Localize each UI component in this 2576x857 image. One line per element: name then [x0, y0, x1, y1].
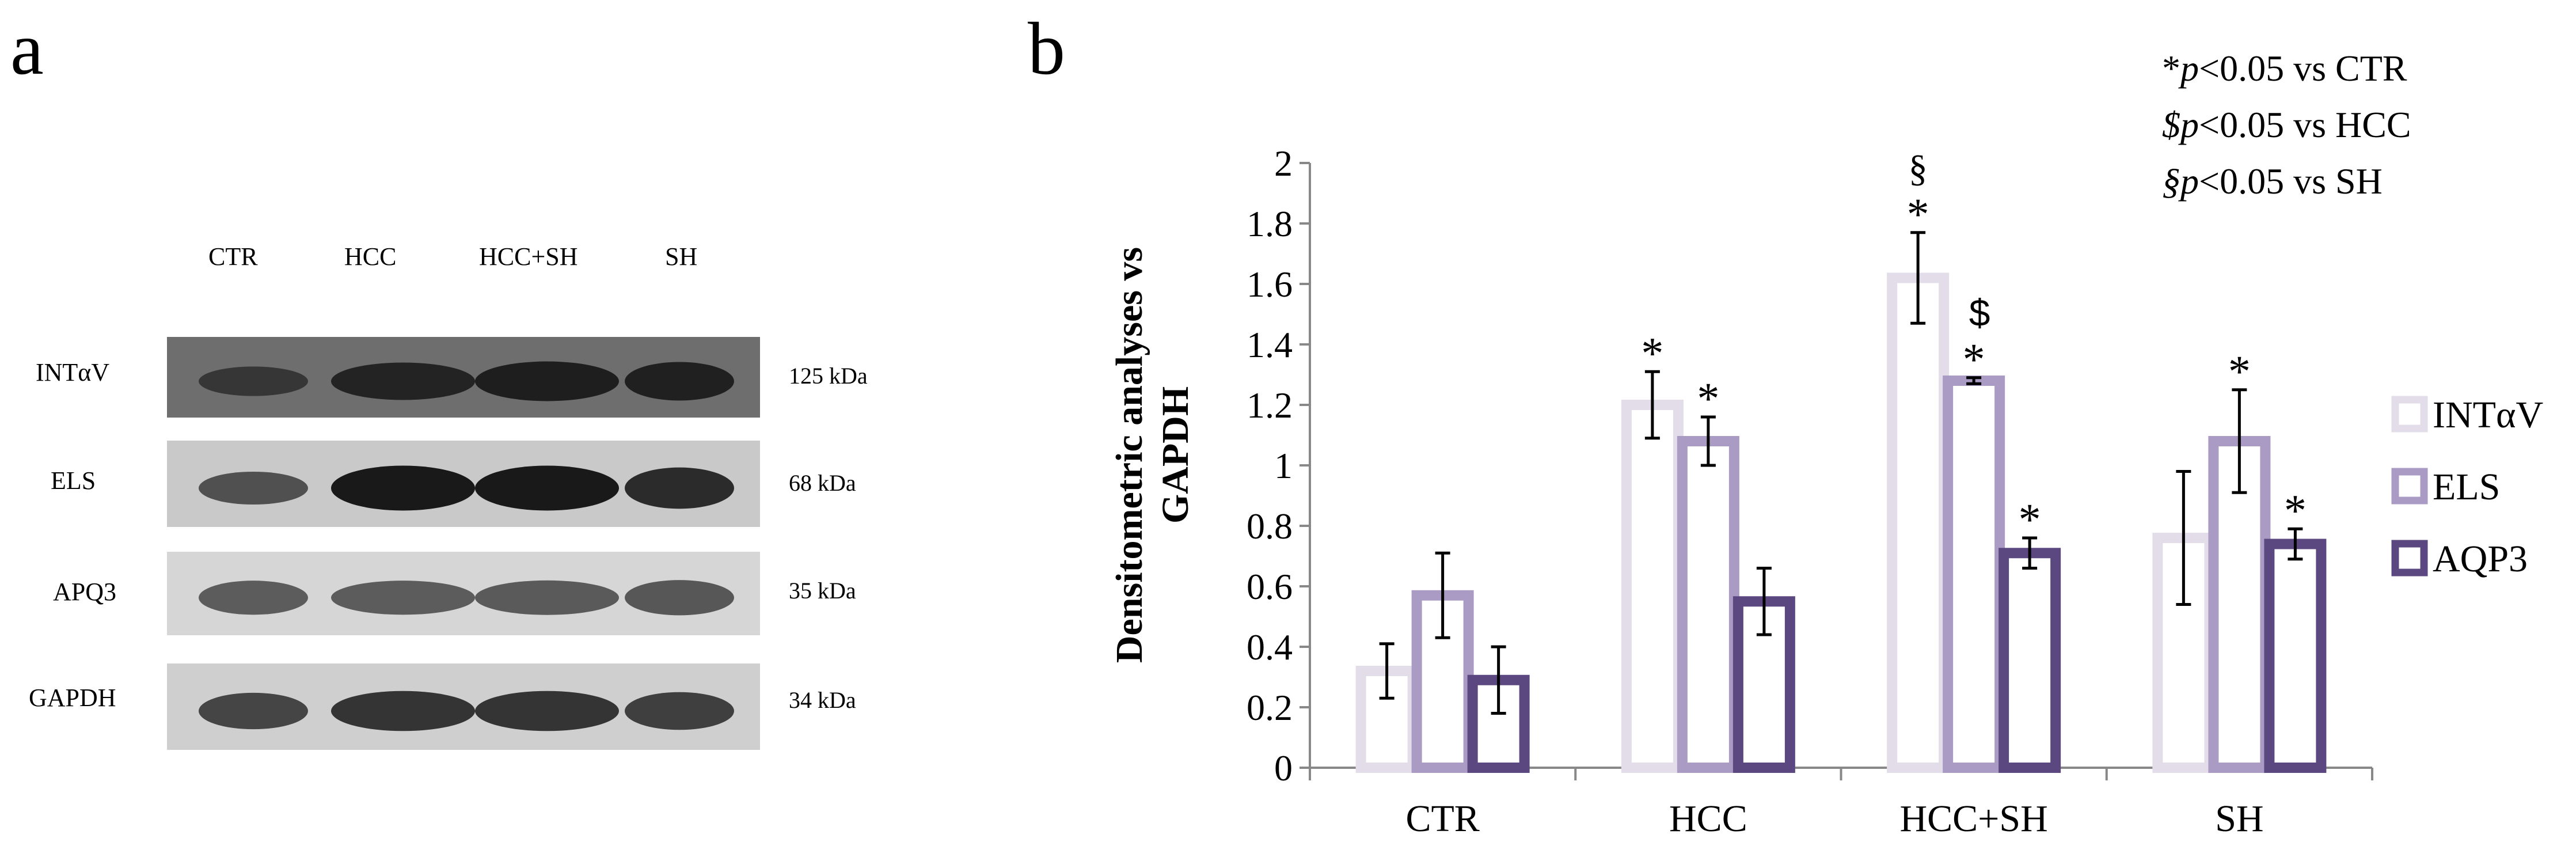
- blot-band: [199, 472, 308, 505]
- blot-image-gapdh: [167, 663, 760, 750]
- significance-mark: $: [1969, 291, 1990, 334]
- blot-band: [625, 362, 734, 401]
- legend-swatch: [2391, 396, 2428, 433]
- y-tick-label: 1.2: [1247, 385, 1293, 426]
- blot-band: [625, 467, 734, 509]
- protein-label-apq3: APQ3: [53, 578, 117, 606]
- size-label-gapdh: 34 kDa: [789, 687, 856, 713]
- blot-image-intav: [167, 337, 760, 418]
- y-axis-title-line-2: GAPDH: [1154, 386, 1196, 524]
- y-axis-title: Densitometric analyses vs GAPDH: [1108, 247, 1196, 663]
- y-tick-label: 1.4: [1247, 324, 1293, 365]
- blot-band: [199, 581, 308, 615]
- bar: [1999, 548, 2061, 773]
- lane-label-sh: SH: [665, 242, 698, 271]
- bar: [1411, 590, 1474, 773]
- lane-label-hcc-sh: HCC+SH: [479, 242, 578, 271]
- blot-band: [199, 366, 308, 396]
- blot-band: [625, 692, 734, 730]
- size-label-apq3: 35 kDa: [789, 578, 856, 604]
- lane-label-hcc: HCC: [344, 242, 397, 271]
- y-axis-title-line-1: Densitometric analyses vs: [1108, 247, 1150, 663]
- blot-image-apq3: [167, 552, 760, 635]
- significance-legend: *p<0.05 vs CTR $p<0.05 vs HCC §p<0.05 vs…: [2162, 40, 2565, 210]
- legend-swatch: [2391, 468, 2428, 505]
- bar: [1943, 376, 2005, 773]
- protein-label-els: ELS: [51, 467, 96, 495]
- bar: [1732, 596, 1795, 773]
- significance-mark: *: [1697, 373, 1719, 423]
- blot-band: [475, 465, 619, 511]
- y-tick-label: 0.4: [1247, 627, 1293, 668]
- blot-band: [625, 580, 734, 616]
- size-label-intav: 125 kDa: [789, 363, 868, 389]
- blot-row-gapdh: GAPDH 34 kDa: [0, 663, 921, 750]
- size-label-els: 68 kDa: [789, 470, 856, 496]
- y-tick-label: 0: [1274, 748, 1293, 788]
- significance-mark: *: [2019, 494, 2041, 544]
- legend-label: INTαV: [2433, 394, 2543, 436]
- y-tick-label: 0.6: [1247, 566, 1293, 607]
- y-tick-label: 0.8: [1247, 506, 1293, 547]
- significance-mark: *: [1907, 189, 1929, 239]
- significance-mark: *: [1641, 328, 1663, 378]
- significance-mark: *: [2228, 346, 2251, 396]
- bar: [1355, 666, 1418, 773]
- y-tick-label: 0.2: [1247, 687, 1293, 728]
- bars: **§**$** *: [1355, 147, 2327, 773]
- x-tick-label: HCC: [1669, 798, 1747, 840]
- y-tick-label: 1.6: [1247, 264, 1293, 305]
- note-ctr: *p<0.05 vs CTR: [2162, 48, 2407, 89]
- bar: [1467, 674, 1530, 773]
- legend-swatch: [2391, 540, 2428, 577]
- y-tick-label: 1: [1274, 445, 1293, 486]
- y-tick-label: 1.8: [1247, 203, 1293, 244]
- blot-image-els: [167, 441, 760, 527]
- panel-a-letter: a: [10, 7, 44, 90]
- blot-band: [331, 691, 475, 731]
- bar: [2264, 539, 2327, 773]
- blot-band: [331, 465, 475, 511]
- bar: [2208, 436, 2271, 773]
- blot-row-apq3: APQ3 35 kDa: [0, 552, 921, 635]
- panel-a: a CTR HCC HCC+SH SH INTαV 125 kDa ELS 68…: [0, 0, 921, 857]
- note-hcc: $p<0.05 vs HCC: [2162, 104, 2411, 145]
- bar: [1621, 400, 1684, 773]
- blot-band: [475, 691, 619, 731]
- y-axis: 0 0.2 0.4 0.6 0.8 1 1.2 1.4 1.6 1.8 2: [1247, 143, 1311, 788]
- bar: [1677, 436, 1739, 773]
- significance-mark: *: [1963, 334, 1985, 384]
- note-sh: §p<0.05 vs SH: [2162, 161, 2383, 202]
- x-axis: CTR HCC HCC+SH SH: [1309, 767, 2373, 840]
- panel-b-letter: b: [1028, 7, 1065, 90]
- blot-band: [331, 362, 475, 400]
- blot-band: [475, 361, 619, 401]
- lane-label-ctr: CTR: [208, 242, 258, 271]
- legend-label: AQP3: [2433, 538, 2528, 580]
- protein-label-gapdh: GAPDH: [29, 684, 116, 712]
- blot-band: [199, 692, 308, 730]
- x-tick-label: HCC+SH: [1899, 798, 2047, 840]
- x-tick-label: CTR: [1405, 798, 1479, 840]
- legend-label: ELS: [2433, 466, 2500, 508]
- blot-band: [475, 580, 619, 615]
- legend: INTαV ELS AQP3: [2391, 394, 2543, 580]
- bar: [2152, 533, 2215, 773]
- lane-labels: CTR HCC HCC+SH SH: [0, 242, 921, 276]
- bar: [1887, 272, 1950, 773]
- x-tick-label: SH: [2215, 798, 2263, 840]
- blot-band: [331, 581, 475, 615]
- protein-label-intav: INTαV: [36, 358, 110, 386]
- significance-mark: §: [1909, 147, 1928, 189]
- blot-row-els: ELS 68 kDa: [0, 441, 921, 527]
- blot-row-intav: INTαV 125 kDa: [0, 337, 921, 418]
- significance-mark: *: [2284, 485, 2307, 535]
- y-tick-label: 2: [1274, 143, 1293, 184]
